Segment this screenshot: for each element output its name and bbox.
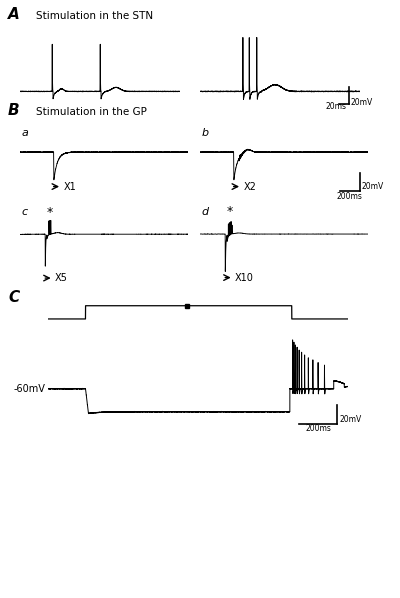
Text: B: B xyxy=(8,103,20,118)
Text: a: a xyxy=(22,129,28,138)
Text: 20ms: 20ms xyxy=(326,102,346,111)
Text: X5: X5 xyxy=(55,273,68,283)
Text: 200ms: 200ms xyxy=(337,192,363,201)
Text: Stimulation in the GP: Stimulation in the GP xyxy=(36,107,147,117)
Text: Stimulation in the STN: Stimulation in the STN xyxy=(36,11,153,21)
Text: X10: X10 xyxy=(235,273,254,283)
Text: *: * xyxy=(46,206,52,219)
Text: A: A xyxy=(8,7,20,22)
Text: *: * xyxy=(226,205,233,218)
Text: 200ms: 200ms xyxy=(305,423,331,432)
Text: 20mV: 20mV xyxy=(351,97,373,106)
Text: C: C xyxy=(8,290,19,305)
Text: c: c xyxy=(22,207,28,216)
Text: X1: X1 xyxy=(63,182,76,191)
Text: b: b xyxy=(202,129,209,138)
Text: X2: X2 xyxy=(243,182,256,191)
Text: -60mV: -60mV xyxy=(13,384,45,393)
Text: 20mV: 20mV xyxy=(362,182,384,191)
Text: 20mV: 20mV xyxy=(340,415,362,424)
Text: d: d xyxy=(202,207,209,216)
